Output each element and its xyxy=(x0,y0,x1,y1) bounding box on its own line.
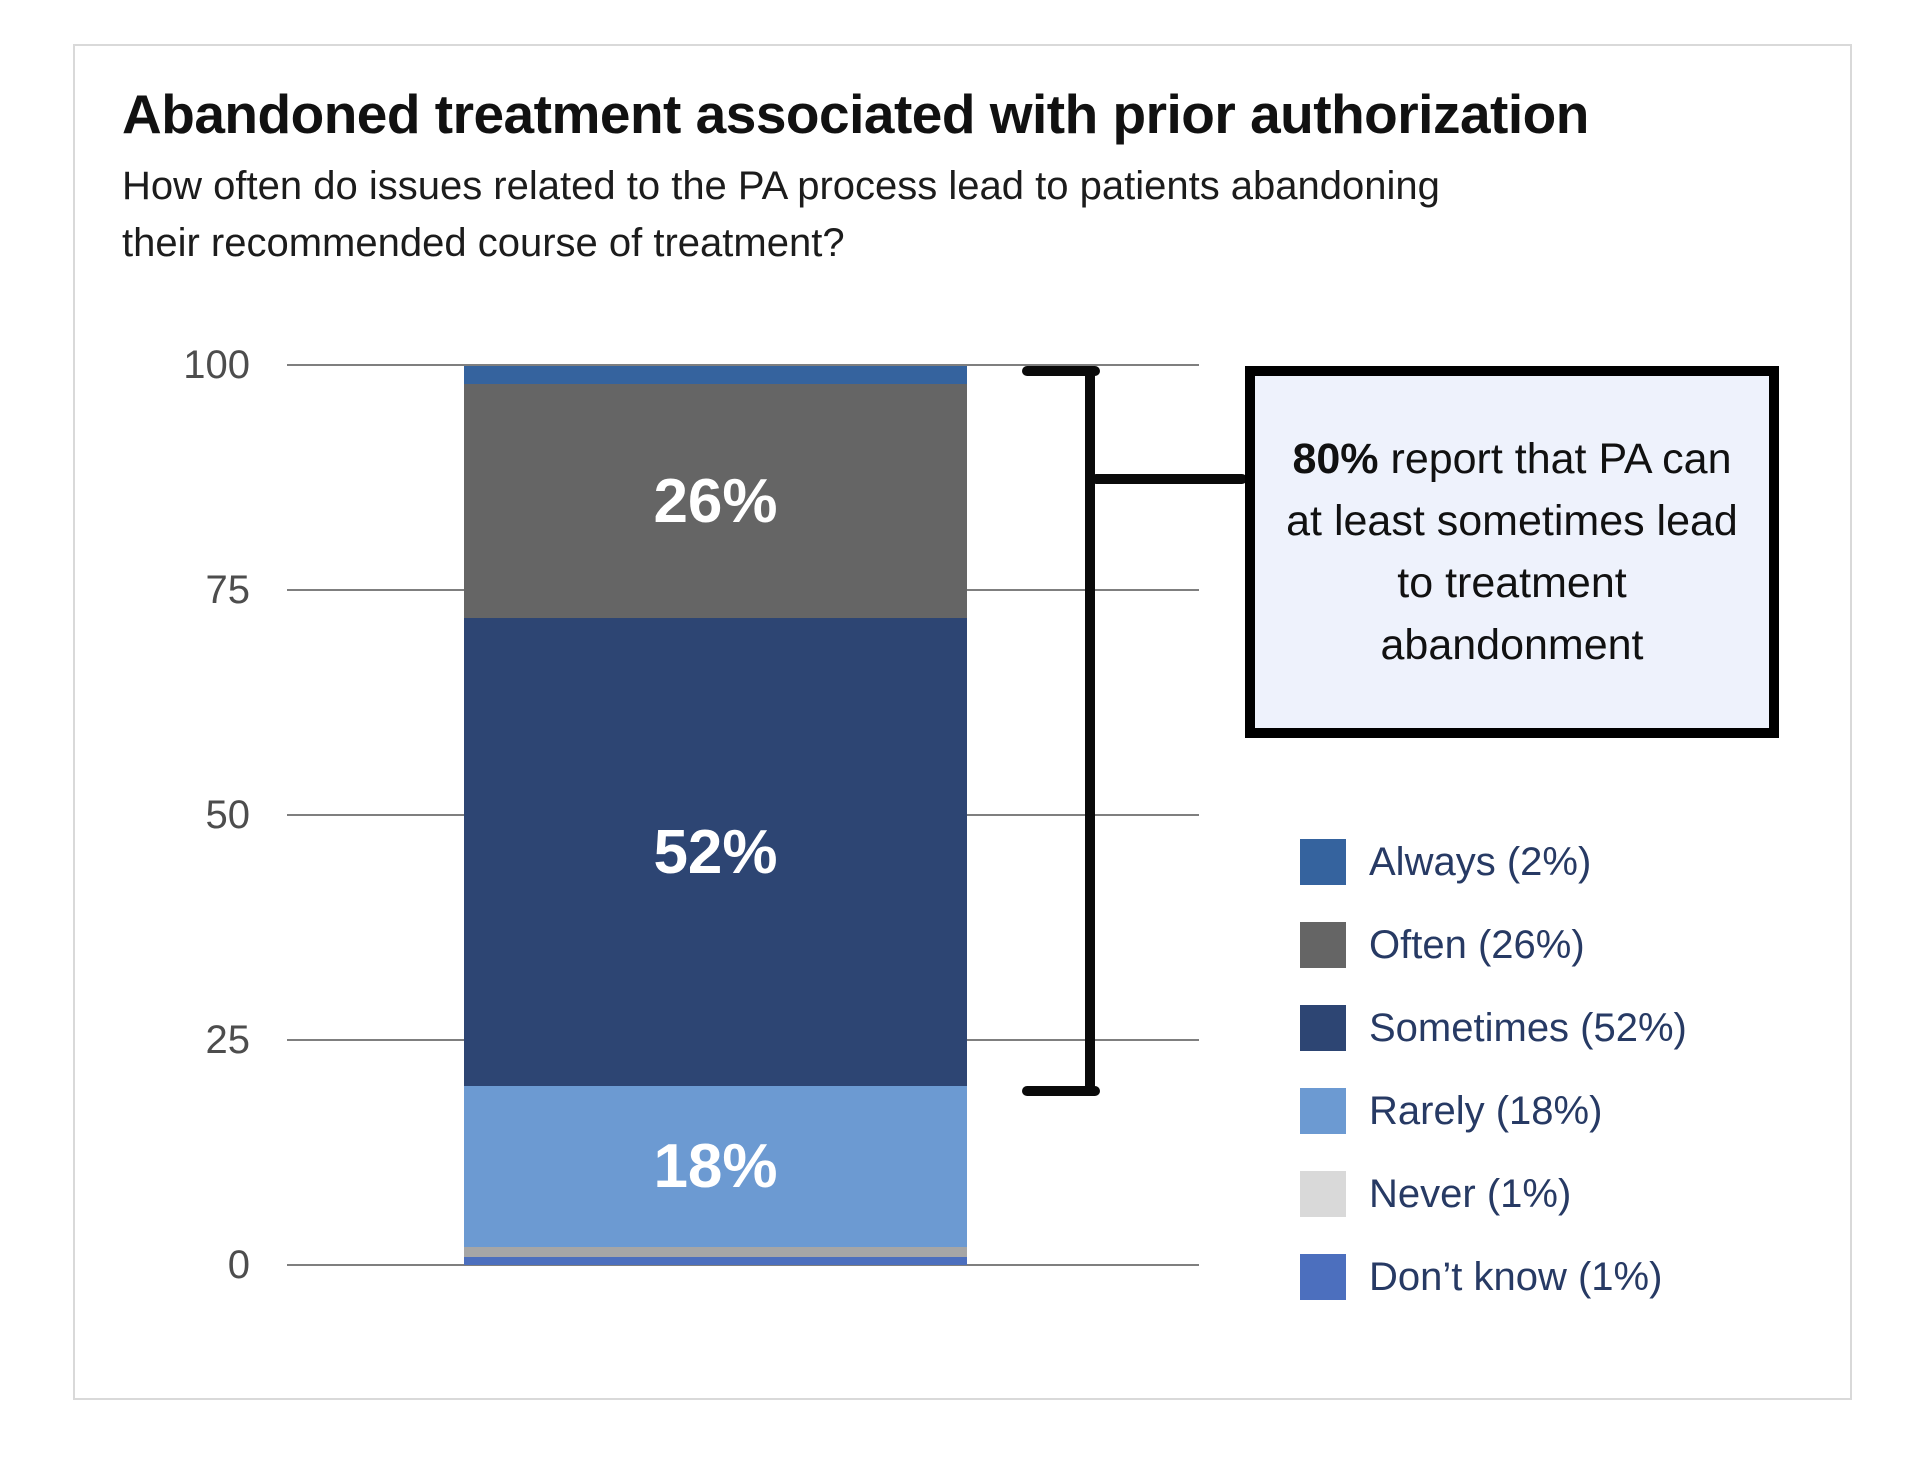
callout-rest: report that PA can at least sometimes le… xyxy=(1286,435,1738,669)
gridline-0 xyxy=(287,1264,1199,1266)
legend-item-often: Often (26%) xyxy=(1300,922,1687,968)
legend-swatch-sometimes xyxy=(1300,1005,1346,1051)
bracket-callout-connector xyxy=(1091,474,1247,484)
bar-segment-sometimes: 52% xyxy=(464,618,967,1086)
legend-item-never: Never (1%) xyxy=(1300,1171,1687,1217)
y-tick-25: 25 xyxy=(205,1018,251,1062)
chart-subtitle: How often do issues related to the PA pr… xyxy=(122,164,1440,265)
legend-label-rarely: Rarely (18%) xyxy=(1369,1088,1603,1133)
y-tick-75: 75 xyxy=(205,568,251,612)
bar-segment-rarely-label: 18% xyxy=(653,1132,778,1201)
chart-title: Abandoned treatment associated with prio… xyxy=(122,83,1589,145)
y-tick-50: 50 xyxy=(205,793,251,837)
bracket-vertical xyxy=(1085,366,1095,1096)
legend-swatch-never xyxy=(1300,1171,1346,1217)
y-tick-0: 0 xyxy=(227,1243,250,1287)
legend-label-often: Often (26%) xyxy=(1369,922,1585,967)
legend-item-sometimes: Sometimes (52%) xyxy=(1300,1005,1687,1051)
bar-segment-often-label: 26% xyxy=(653,466,778,536)
legend-item-always: Always (2%) xyxy=(1300,839,1687,885)
legend-label-always: Always (2%) xyxy=(1369,839,1592,884)
bracket-bottom-arm xyxy=(1022,1086,1100,1096)
bar-segment-never xyxy=(464,1247,967,1257)
stacked-bar: 26% 52% 18% xyxy=(464,366,967,1265)
legend-item-dont-know: Don’t know (1%) xyxy=(1300,1254,1687,1300)
bracket-top-arm xyxy=(1022,366,1100,376)
callout-box: 80% report that PA can at least sometime… xyxy=(1245,366,1779,738)
legend: Always (2%) Often (26%) Sometimes (52%) … xyxy=(1300,839,1687,1300)
callout-text: 80% report that PA can at least sometime… xyxy=(1273,428,1751,676)
gridline-100 xyxy=(287,364,1199,366)
bar-segment-rarely: 18% xyxy=(464,1086,967,1247)
bar-segment-sometimes-label: 52% xyxy=(653,817,778,887)
bar-segment-often: 26% xyxy=(464,384,967,618)
callout-highlight: 80% xyxy=(1292,435,1379,483)
legend-swatch-often xyxy=(1300,922,1346,968)
legend-label-dont-know: Don’t know (1%) xyxy=(1369,1254,1663,1299)
legend-swatch-rarely xyxy=(1300,1088,1346,1134)
legend-label-sometimes: Sometimes (52%) xyxy=(1369,1005,1687,1050)
bar-segment-always xyxy=(464,366,967,384)
legend-item-rarely: Rarely (18%) xyxy=(1300,1088,1687,1134)
legend-swatch-dont-know xyxy=(1300,1254,1346,1300)
legend-label-never: Never (1%) xyxy=(1369,1171,1572,1216)
legend-swatch-always xyxy=(1300,839,1346,885)
bar-segment-dont-know xyxy=(464,1257,967,1265)
chart-card: Abandoned treatment associated with prio… xyxy=(73,44,1852,1400)
y-tick-100: 100 xyxy=(183,343,250,387)
